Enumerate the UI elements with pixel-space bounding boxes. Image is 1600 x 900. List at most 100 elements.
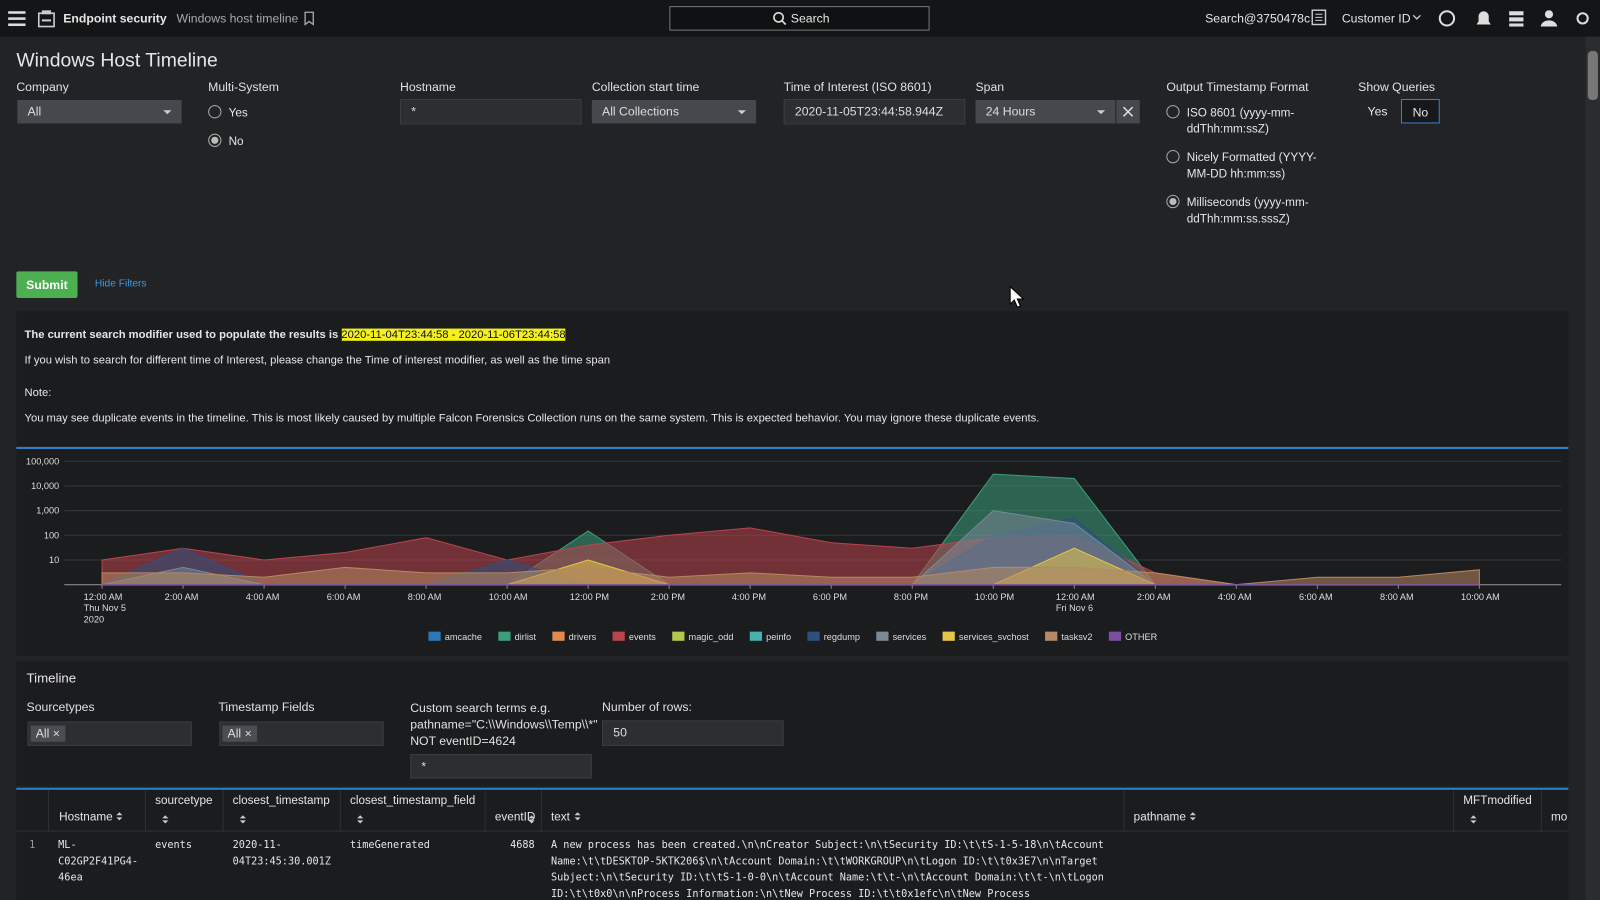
x-tick-label: 6:00 AM	[1299, 592, 1333, 602]
column-label: closest_timestamp_field	[349, 794, 476, 808]
x-tick-label: 6:00 AM	[327, 592, 361, 602]
legend-label: events	[629, 632, 656, 642]
y-tick-label: 100,000	[26, 456, 59, 466]
column-label: pathname	[1134, 811, 1197, 823]
multiselect[interactable]: All ×	[219, 721, 384, 746]
column-header[interactable]: pathname	[1123, 789, 1453, 831]
field-label: Collection start time	[591, 79, 700, 94]
legend-swatch	[876, 631, 889, 641]
collection-select[interactable]: All Collections	[591, 99, 757, 124]
radio-button	[1166, 149, 1180, 164]
submit-button[interactable]: Submit	[16, 271, 78, 298]
column-header[interactable]: MFTmodified	[1453, 789, 1541, 831]
x-tick-label: 4:00 AM	[1218, 592, 1252, 602]
tag-label: All	[227, 726, 242, 741]
column-header[interactable]: mo	[1540, 789, 1569, 831]
sort-icon[interactable]	[357, 815, 364, 824]
y-tick-label: 10,000	[31, 481, 59, 491]
field-label: Output Timestamp Format	[1166, 79, 1309, 94]
search-icon	[773, 11, 787, 26]
column-label: mo	[1551, 811, 1568, 824]
x-tick-label: 2020	[84, 614, 104, 624]
table-cell: 4688	[510, 839, 535, 852]
column-header[interactable]: closest_timestamp	[222, 789, 339, 831]
menu-button[interactable]	[7, 9, 27, 27]
customer-menu[interactable]: Customer ID	[1341, 11, 1411, 26]
field-label: Custom search terms e.g. pathname="C:\\W…	[410, 701, 598, 748]
custom-search-input[interactable]: *	[410, 754, 592, 779]
x-tick-label: 2:00 AM	[1137, 592, 1171, 602]
search-label: Search	[790, 11, 830, 26]
toggle-option[interactable]: No	[1401, 98, 1440, 124]
legend-swatch	[552, 631, 565, 641]
note-label: Note:	[24, 386, 52, 399]
x-tick-label: 12:00 AM	[84, 592, 123, 602]
company-select[interactable]: All	[17, 99, 182, 124]
page-title: Windows Host Timeline	[16, 49, 218, 72]
legend-swatch	[498, 631, 511, 641]
legend-swatch	[612, 631, 625, 641]
legend-label: amcache	[445, 632, 482, 642]
section-title: Timeline	[26, 670, 77, 686]
time-input[interactable]: 2020-11-05T23:44:58.944Z	[783, 98, 966, 125]
column-label: eventID	[494, 811, 536, 824]
sort-icon[interactable]	[528, 815, 535, 824]
sort-icon[interactable]	[239, 815, 246, 824]
sort-icon[interactable]	[162, 815, 169, 824]
x-tick-label: 8:00 PM	[894, 592, 928, 602]
column-label: Hostname	[59, 811, 123, 823]
table-header: Hostname sourcetype closest_timestamp close…	[16, 789, 1569, 832]
hostname-input[interactable]: *	[399, 98, 582, 125]
radio-button	[208, 133, 222, 147]
field-label: Span	[975, 79, 1005, 94]
column-header[interactable]: sourcetype	[144, 789, 223, 831]
x-tick-label: 2:00 PM	[651, 592, 685, 602]
area	[101, 566, 1480, 586]
legend-label: drivers	[569, 632, 597, 642]
bookmark[interactable]	[303, 11, 315, 26]
app-icon	[37, 10, 55, 28]
modifier-highlight: 2020-11-04T23:44:58 - 2020-11-06T23:44:5…	[341, 328, 566, 341]
search-box[interactable]: Search	[669, 6, 930, 31]
radio-button	[1166, 105, 1180, 119]
hide-filters-link[interactable]: Hide Filters	[94, 278, 147, 290]
field-label: Company	[16, 79, 69, 94]
select-value: All	[27, 104, 42, 119]
toggle-option[interactable]: Yes	[1367, 104, 1388, 119]
clear-button[interactable]	[1116, 99, 1140, 124]
legend-label: services	[893, 632, 927, 642]
column-header[interactable]: text	[540, 789, 1124, 831]
radio-button	[208, 105, 222, 119]
field-label: Time of Interest (ISO 8601)	[783, 79, 932, 94]
column-header[interactable]: eventID	[484, 789, 541, 831]
header-icons[interactable]	[1437, 8, 1600, 28]
scrollbar[interactable]	[1585, 36, 1600, 900]
app-name[interactable]: Endpoint security	[63, 11, 167, 26]
tag[interactable]: All ×	[30, 725, 65, 742]
column-label: sourcetype	[155, 794, 213, 808]
y-tick-label: 100	[44, 530, 59, 540]
radio-label: Milliseconds (yyyy-mm-ddThh:mm:ss.sssZ)	[1186, 196, 1309, 226]
chevron	[1412, 14, 1421, 20]
list-icon[interactable]	[1311, 9, 1327, 26]
column-header[interactable]: Hostname	[47, 789, 145, 831]
rows-input[interactable]: 50	[602, 720, 784, 746]
x-tick-label: 8:00 AM	[1380, 592, 1414, 602]
tag[interactable]: All ×	[222, 725, 257, 742]
legend-label: regdump	[824, 632, 860, 642]
user-name[interactable]: Search@3750478c	[1205, 11, 1311, 26]
x-tick-label: 10:00 AM	[489, 592, 528, 602]
notice-panel	[16, 311, 1569, 446]
notice-text: If you wish to search for different time…	[24, 354, 611, 367]
multiselect[interactable]: All ×	[27, 721, 192, 746]
results-table: Hostname sourcetype closest_timestamp close…	[16, 787, 1569, 900]
x-tick-label: 12:00 PM	[570, 592, 609, 602]
legend-label: services_svchost	[959, 632, 1029, 642]
span-select[interactable]: 24 Hours	[975, 99, 1116, 124]
radio-label: No	[228, 135, 244, 148]
column-header[interactable]: closest_timestamp_field	[339, 789, 485, 831]
legend-label: peinfo	[766, 632, 791, 642]
sort-icon[interactable]	[1470, 815, 1477, 824]
